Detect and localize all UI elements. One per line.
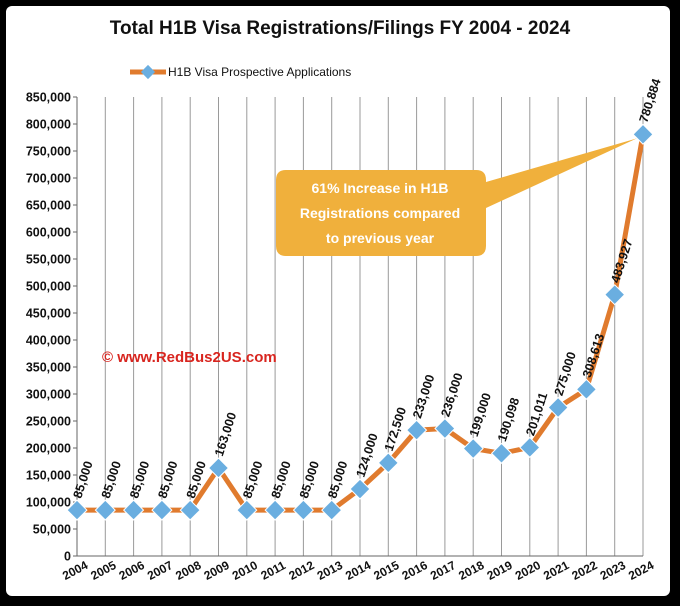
x-tick-label: 2024 — [626, 558, 656, 583]
data-point-marker — [632, 123, 654, 145]
data-point-marker — [236, 499, 258, 521]
x-tick-label: 2006 — [117, 558, 147, 583]
data-label: 233,000 — [410, 373, 437, 420]
data-point-marker — [462, 437, 484, 460]
data-point-marker — [434, 417, 456, 440]
data-point-marker — [349, 478, 371, 500]
data-label: 85,000 — [71, 459, 96, 500]
x-tick-label: 2019 — [485, 558, 515, 583]
watermark-text: © www.RedBus2US.com — [102, 349, 277, 366]
data-label: 483,927 — [608, 237, 635, 284]
x-tick-label: 2005 — [88, 558, 118, 583]
x-tick-label: 2014 — [343, 558, 373, 583]
legend-label: H1B Visa Prospective Applications — [168, 65, 351, 79]
data-label: 275,000 — [552, 350, 579, 397]
x-tick-label: 2011 — [258, 558, 288, 583]
y-tick-label: 650,000 — [26, 199, 71, 213]
data-point-marker — [547, 396, 569, 419]
data-label: 199,000 — [467, 391, 494, 438]
data-point-marker — [519, 436, 541, 459]
chart-panel — [6, 6, 670, 596]
y-tick-label: 500,000 — [26, 280, 71, 294]
data-point-marker — [292, 499, 315, 521]
x-tick-label: 2018 — [456, 558, 486, 583]
y-tick-label: 0 — [64, 550, 71, 564]
data-label: 85,000 — [297, 459, 322, 500]
x-tick-label: 2016 — [400, 558, 430, 583]
y-tick-label: 200,000 — [26, 442, 71, 456]
data-point-marker — [179, 499, 201, 521]
callout-line-2: Registrations compared — [300, 205, 460, 221]
x-tick-label: 2021 — [541, 558, 571, 583]
y-tick-label: 400,000 — [26, 334, 71, 348]
x-tick-label: 2012 — [286, 558, 316, 583]
x-tick-label: 2008 — [173, 558, 203, 583]
callout-shape — [276, 138, 637, 256]
data-point-marker — [94, 499, 116, 521]
x-tick-label: 2013 — [315, 558, 345, 583]
data-label: 308,613 — [580, 332, 607, 379]
data-point-marker — [405, 419, 428, 441]
y-tick-label: 550,000 — [26, 253, 71, 267]
data-point-marker — [122, 499, 145, 521]
series-layer: 85,000 85,000 85,000 85,000 85,000163,00085,… — [66, 77, 664, 521]
y-tick-label: 100,000 — [26, 496, 71, 510]
y-tick-label: 300,000 — [26, 388, 71, 402]
data-point-marker — [604, 284, 626, 306]
data-label: 85,000 — [184, 459, 209, 500]
x-tick-label: 2010 — [230, 558, 260, 583]
data-label: 85,000 — [325, 459, 350, 500]
data-label: 236,000 — [438, 371, 465, 418]
data-point-marker — [490, 442, 513, 464]
x-tick-label: 2023 — [598, 558, 628, 583]
chart-title: Total H1B Visa Registrations/Filings FY … — [110, 18, 571, 39]
callout-line-1: 61% Increase in H1B — [312, 180, 449, 196]
annotation-callout: 61% Increase in H1B Registrations compar… — [276, 138, 637, 256]
y-tick-label: 150,000 — [26, 469, 71, 483]
x-tick-label: 2017 — [428, 558, 458, 583]
axis-layer: 0 50,000 100,000 150,000 200,000 250,000 300,0… — [26, 91, 657, 583]
data-point-marker — [207, 457, 230, 479]
x-tick-label: 2009 — [202, 558, 232, 583]
data-point-marker — [151, 499, 173, 521]
x-tick-label: 2015 — [371, 558, 401, 583]
legend: H1B Visa Prospective Applications — [130, 64, 351, 80]
data-label: 201,011 — [523, 391, 550, 438]
data-point-marker — [66, 499, 88, 521]
data-point-marker — [264, 499, 286, 521]
data-point-marker — [321, 499, 343, 521]
y-tick-label: 50,000 — [33, 523, 71, 537]
data-label: 85,000 — [240, 459, 265, 500]
data-label: 85,000 — [99, 459, 124, 500]
y-tick-label: 350,000 — [26, 361, 71, 375]
callout-line-3: to previous year — [326, 230, 435, 246]
legend-marker-swatch — [140, 64, 156, 80]
x-tick-label: 2007 — [145, 558, 175, 583]
y-tick-label: 450,000 — [26, 307, 71, 321]
y-tick-label: 850,000 — [26, 91, 71, 105]
data-label: 85,000 — [155, 459, 180, 500]
x-tick-label: 2020 — [513, 558, 543, 583]
data-label: 190,098 — [495, 396, 522, 443]
y-tick-label: 750,000 — [26, 145, 71, 159]
data-point-marker — [575, 378, 598, 400]
data-label: 85,000 — [127, 459, 152, 500]
y-tick-label: 800,000 — [26, 118, 71, 132]
y-tick-label: 250,000 — [26, 415, 71, 429]
grid-layer — [76, 97, 644, 556]
x-tick-label: 2022 — [569, 558, 599, 583]
y-tick-label: 700,000 — [26, 172, 71, 186]
data-label: 780,884 — [637, 77, 664, 124]
data-point-marker — [377, 452, 399, 474]
data-label: 163,000 — [212, 411, 239, 458]
data-label: 85,000 — [269, 459, 294, 500]
y-tick-label: 600,000 — [26, 226, 71, 240]
